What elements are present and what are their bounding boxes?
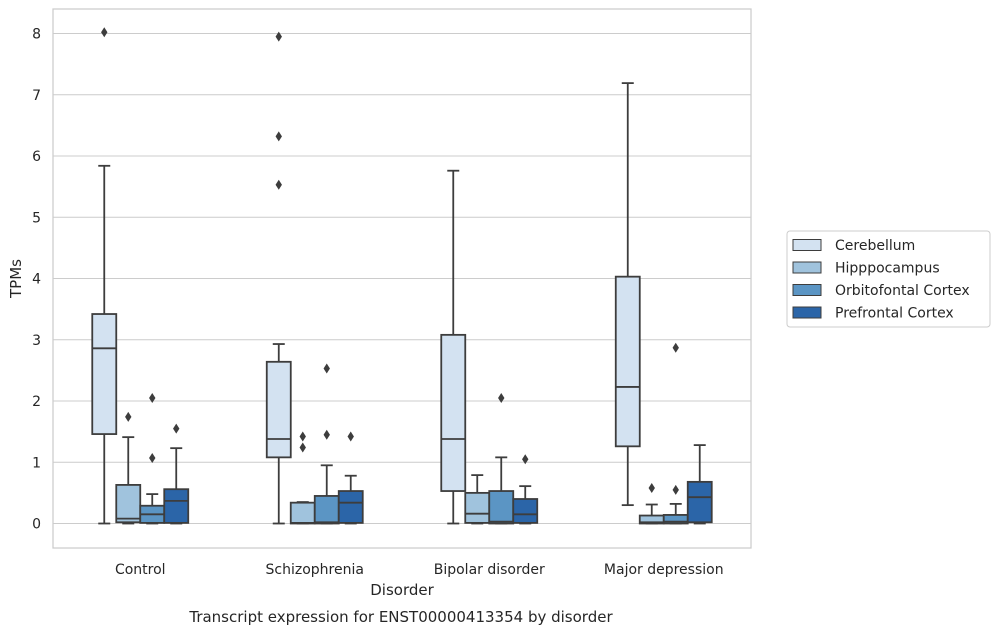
box-prefrontal-cortex-2	[512, 454, 539, 525]
legend-swatch	[792, 284, 822, 296]
legend-swatch	[792, 306, 822, 319]
chart-title: Transcript expression for ENST0000041335…	[188, 608, 613, 626]
outlier-point	[101, 27, 108, 38]
legend-swatch	[792, 239, 822, 251]
legend-label: Cerebellum	[835, 238, 915, 254]
outlier-point	[648, 482, 655, 493]
box-body	[440, 333, 467, 492]
y-tick-label: 4	[32, 272, 41, 288]
outlier-point	[299, 431, 306, 442]
plot-boxes	[91, 27, 713, 525]
x-tick-label: Schizophrenia	[266, 562, 364, 578]
box-prefrontal-cortex-3	[686, 444, 713, 525]
box-cerebellum-0	[91, 27, 118, 525]
outlier-point	[498, 392, 505, 403]
y-tick-label: 2	[32, 394, 41, 410]
outlier-point	[522, 454, 529, 465]
x-axis-label: Disorder	[370, 581, 434, 599]
box-cerebellum-2	[440, 169, 467, 525]
plot-frame	[52, 8, 752, 549]
y-tick-label: 5	[32, 210, 41, 226]
box-body	[512, 498, 539, 524]
x-axis-ticks: Control Schizophrenia Bipolar disorder Majo…	[115, 562, 724, 578]
outlier-point	[672, 342, 679, 353]
box-cerebellum-1	[265, 31, 292, 525]
legend-label: Hipppocampus	[835, 261, 940, 277]
box-hipppocampus-3	[638, 482, 665, 525]
box-body	[163, 488, 190, 524]
box-body	[265, 360, 292, 459]
box-body	[686, 480, 713, 524]
outlier-point	[275, 179, 282, 190]
box-orbitofontal-cortex-1	[313, 363, 340, 525]
outlier-point	[149, 392, 156, 403]
box-body	[91, 313, 118, 435]
x-tick-label: Bipolar disorder	[434, 562, 545, 578]
outlier-point	[672, 484, 679, 495]
y-tick-label: 0	[32, 517, 41, 533]
y-tick-label: 3	[32, 333, 41, 349]
outlier-point	[275, 31, 282, 42]
box-hipppocampus-1	[289, 431, 316, 525]
box-body	[464, 491, 491, 524]
box-orbitofontal-cortex-3	[662, 342, 689, 525]
legend-label: Orbitofontal Cortex	[835, 283, 970, 299]
box-prefrontal-cortex-1	[337, 431, 364, 525]
box-cerebellum-3	[614, 82, 641, 507]
outlier-point	[299, 442, 306, 453]
box-body	[337, 490, 364, 524]
outlier-point	[173, 423, 180, 434]
outlier-point	[149, 452, 156, 463]
outlier-point	[347, 431, 354, 442]
x-tick-label: Major depression	[604, 562, 724, 578]
box-hipppocampus-0	[115, 411, 142, 525]
y-tick-label: 1	[32, 455, 41, 471]
outlier-point	[323, 363, 330, 374]
box-body	[614, 275, 641, 448]
y-tick-label: 7	[32, 88, 41, 104]
box-body	[488, 490, 515, 525]
y-tick-label: 8	[32, 27, 41, 43]
box-body	[313, 495, 340, 525]
outlier-point	[323, 429, 330, 440]
y-axis-ticks: 0 1 2 3 4 5 6 7 8	[32, 27, 41, 533]
legend: Cerebellum Hipppocampus Orbitofontal Corte…	[786, 230, 991, 328]
box-prefrontal-cortex-0	[163, 423, 190, 525]
outlier-point	[125, 411, 132, 422]
box-orbitofontal-cortex-0	[139, 392, 166, 525]
x-tick-label: Control	[115, 562, 166, 578]
legend-frame	[786, 230, 991, 328]
y-axis-label: TPMs	[7, 259, 25, 299]
box-body	[115, 484, 142, 524]
box-body	[289, 501, 316, 525]
legend-swatch	[792, 261, 822, 274]
box-orbitofontal-cortex-2	[488, 392, 515, 525]
y-tick-label: 6	[32, 149, 41, 165]
grid-lines	[53, 32, 751, 525]
outlier-point	[275, 131, 282, 142]
box-hipppocampus-2	[464, 474, 491, 525]
legend-label: Prefrontal Cortex	[835, 306, 954, 322]
